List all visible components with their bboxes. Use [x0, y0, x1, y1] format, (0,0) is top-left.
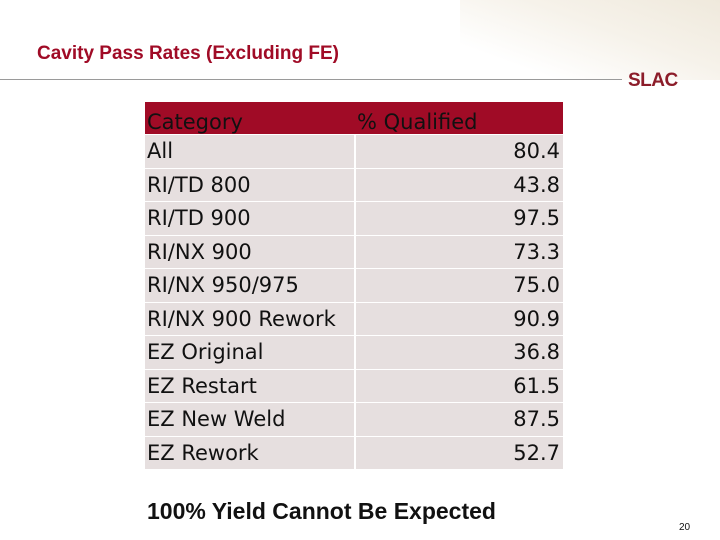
row-value: 73.3: [355, 234, 563, 269]
table-row: EZ Original 36.8: [145, 335, 563, 369]
table-row: RI/NX 950/975 75.0: [145, 268, 563, 302]
row-category: EZ Rework: [145, 435, 356, 469]
row-category: All: [145, 134, 356, 168]
table-row: RI/NX 900 73.3: [145, 234, 563, 269]
slide-title: Cavity Pass Rates (Excluding FE): [37, 43, 339, 64]
table-row: RI/TD 800 43.8: [145, 167, 563, 202]
row-value: 43.8: [355, 167, 563, 202]
row-value: 36.8: [355, 335, 563, 369]
slac-logo: SLAC: [628, 70, 678, 91]
row-category: RI/TD 800: [145, 167, 356, 202]
table-row: All 80.4: [145, 134, 563, 168]
row-category: RI/NX 950/975: [145, 268, 356, 302]
header-category: Category: [145, 102, 355, 135]
table-row: EZ Restart 61.5: [145, 368, 563, 403]
header-percent-qualified: % Qualified: [355, 102, 563, 135]
row-category: RI/NX 900: [145, 234, 356, 269]
row-value: 61.5: [355, 368, 563, 403]
row-value: 75.0: [355, 268, 563, 302]
row-value: 97.5: [355, 201, 563, 235]
row-category: EZ Original: [145, 335, 356, 369]
row-category: RI/NX 900 Rework: [145, 301, 356, 336]
pass-rate-table: Category % Qualified All 80.4 RI/TD 800 …: [145, 102, 563, 469]
table-row: EZ Rework 52.7: [145, 435, 563, 469]
table-header-row: Category % Qualified: [145, 102, 563, 135]
row-value: 87.5: [355, 402, 563, 436]
row-category: RI/TD 900: [145, 201, 356, 235]
row-category: EZ New Weld: [145, 402, 356, 436]
table-row: RI/NX 900 Rework 90.9: [145, 301, 563, 336]
title-divider: [0, 79, 622, 80]
table-row: RI/TD 900 97.5: [145, 201, 563, 235]
table-row: EZ New Weld 87.5: [145, 402, 563, 436]
corner-decoration: [460, 0, 720, 80]
row-value: 80.4: [355, 134, 563, 168]
row-value: 52.7: [355, 435, 563, 469]
row-value: 90.9: [355, 301, 563, 336]
yield-note: 100% Yield Cannot Be Expected: [147, 498, 496, 524]
row-category: EZ Restart: [145, 368, 356, 403]
page-number: 20: [679, 522, 691, 533]
